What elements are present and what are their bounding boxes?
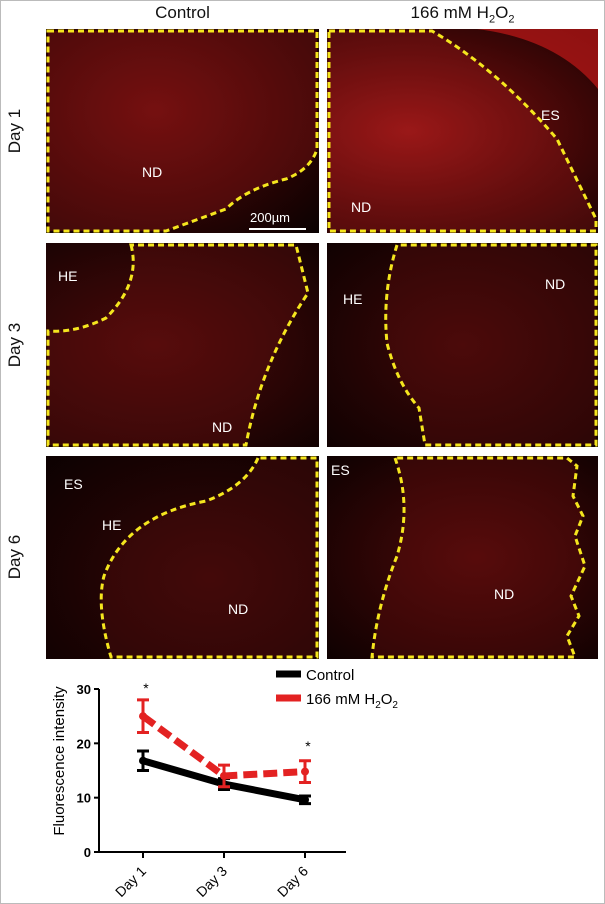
row-label-day1: Day 1 [5,108,24,154]
scale-bar-label: 200µm [250,210,291,225]
tissue-outline [384,243,598,447]
label-es: ES [541,107,560,123]
label-nd: ND [494,586,515,602]
label-nd: ND [228,601,249,617]
significance-marker: * [305,738,311,754]
row-label-day3: Day 3 [5,322,24,368]
label-es: ES [331,462,350,478]
column-header-control: Control [155,3,210,22]
data-point [220,771,228,780]
y-tick-label: 20 [77,736,91,751]
label-he: HE [58,268,78,284]
micrograph-day6-h2o2: ES ND [327,456,598,659]
tissue-outline [46,243,310,447]
y-tick-label: 10 [77,791,91,806]
data-point [139,756,147,765]
micrograph-day3-control: HE ND [46,243,319,447]
column-header-h2o2: 166 mM H2O2 [410,3,515,26]
tissue-outline [370,456,587,659]
legend-label: Control [306,667,354,684]
label-nd: ND [142,164,163,180]
data-point [139,712,147,721]
legend-label: 166 mM H2O2 [306,691,398,711]
micrograph-day6-control: ES HE ND [46,456,319,659]
label-es: ES [64,476,83,492]
tissue-outline [99,456,319,659]
x-tick-label: Day 6 [274,863,311,900]
data-point [301,795,309,804]
tissue-outline [327,29,598,233]
y-axis-label: Fluorescence intensity [51,686,68,836]
label-he: HE [102,517,122,533]
line-chart: Fluorescence intensity 0 10 20 30 Day 1 Day 3… [51,667,398,900]
label-nd: ND [545,276,566,292]
label-nd: ND [212,419,233,435]
label-nd: ND [351,199,372,215]
significance-marker: * [143,680,149,696]
y-tick-label: 30 [77,682,91,697]
x-tick-label: Day 1 [112,863,149,900]
row-label-day6: Day 6 [5,534,24,580]
x-tick-label: Day 3 [193,863,230,900]
micrograph-day1-h2o2: ES ND [327,29,598,233]
y-tick-label: 0 [84,845,91,860]
data-point [301,767,309,776]
tissue-outline [46,29,319,233]
label-he: HE [343,291,363,307]
micrograph-day1-control: ND 200µm [46,29,319,233]
micrograph-day3-h2o2: HE ND [327,243,598,447]
